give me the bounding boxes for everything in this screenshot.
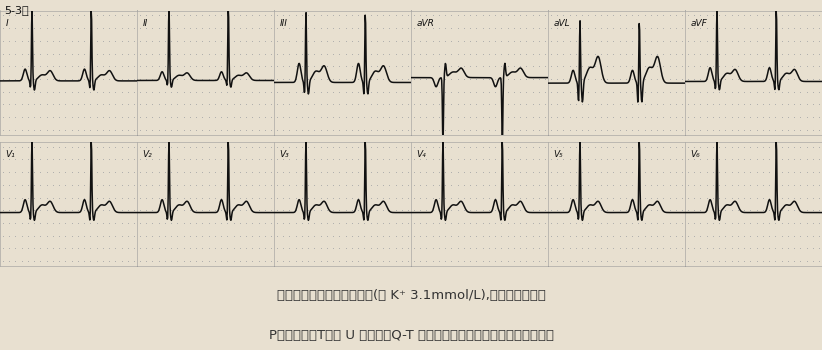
Text: III: III (279, 19, 288, 28)
Text: aVL: aVL (553, 19, 570, 28)
Text: I: I (6, 19, 8, 28)
Text: P电轴左偏、T波及 U 波改变、Q-T 间期延长、符合低钾血症的心电图改变: P电轴左偏、T波及 U 波改变、Q-T 间期延长、符合低钾血症的心电图改变 (269, 329, 553, 342)
Text: V₁: V₁ (6, 150, 16, 160)
Text: 周期性麻痹、低钾血症患者(血 K⁺ 3.1mmol/L),出现窦性心律伴: 周期性麻痹、低钾血症患者(血 K⁺ 3.1mmol/L),出现窦性心律伴 (276, 289, 546, 302)
Text: V₂: V₂ (142, 150, 152, 160)
Text: V₆: V₆ (690, 150, 700, 160)
Text: V₃: V₃ (279, 150, 289, 160)
Text: 5-3）: 5-3） (4, 5, 29, 15)
Text: V₄: V₄ (417, 150, 427, 160)
Text: aVF: aVF (690, 19, 707, 28)
Text: aVR: aVR (417, 19, 434, 28)
Text: II: II (142, 19, 148, 28)
Text: V₅: V₅ (553, 150, 563, 160)
